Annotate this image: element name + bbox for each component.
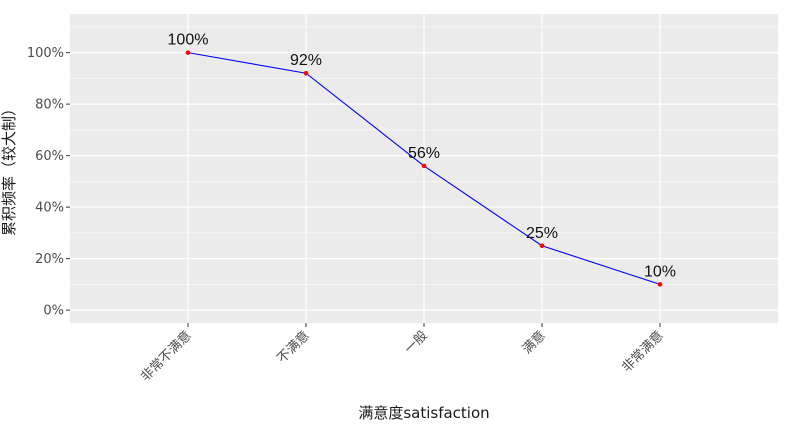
data-point bbox=[303, 70, 309, 76]
x-axis-title: 满意度satisfaction bbox=[358, 404, 489, 422]
y-tick-label: 100% bbox=[27, 46, 64, 61]
data-label: 56% bbox=[408, 145, 440, 162]
x-tick-label: 非常满意 bbox=[619, 328, 667, 376]
y-tick-label: 40% bbox=[35, 201, 64, 216]
x-tick-label: 不满意 bbox=[274, 328, 313, 367]
x-axis: 非常不满意 不满意 一般 满意 非常满意 bbox=[138, 323, 667, 385]
y-tick-label: 20% bbox=[35, 252, 64, 267]
data-label: 10% bbox=[644, 263, 676, 280]
data-point bbox=[539, 243, 545, 249]
x-tick-label: 满意 bbox=[519, 328, 549, 358]
y-tick-label: 0% bbox=[43, 304, 64, 319]
y-axis-title: 累积频率（较大制） bbox=[0, 101, 18, 236]
data-label: 25% bbox=[526, 225, 558, 242]
data-point bbox=[185, 50, 191, 55]
data-label: 92% bbox=[290, 52, 322, 69]
grid-major bbox=[70, 14, 778, 323]
x-tick-label: 一般 bbox=[401, 328, 431, 358]
y-axis: 0% 20% 40% 60% 80% 100% bbox=[27, 46, 70, 319]
data-labels: 100% 92% 56% 25% 10% bbox=[168, 32, 676, 281]
y-tick-label: 80% bbox=[35, 98, 64, 113]
data-point bbox=[657, 282, 663, 287]
data-point bbox=[421, 163, 427, 169]
data-label: 100% bbox=[168, 32, 209, 49]
data-points bbox=[185, 50, 663, 287]
x-tick-label: 非常不满意 bbox=[138, 328, 195, 385]
y-tick-label: 60% bbox=[35, 149, 64, 164]
